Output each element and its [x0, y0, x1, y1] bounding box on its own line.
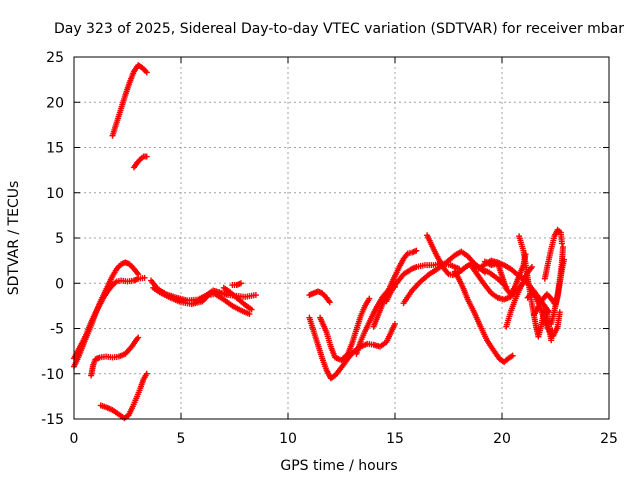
series-arc-12 — [306, 314, 398, 382]
data-point — [392, 320, 398, 327]
data-point — [556, 309, 563, 316]
series-arc-8 — [150, 284, 253, 318]
data-point — [143, 69, 150, 76]
data-marks — [71, 62, 568, 422]
data-point — [366, 295, 373, 302]
series-arc-28 — [548, 256, 568, 327]
series-arc-3 — [88, 334, 142, 379]
series-arc-13 — [317, 295, 373, 364]
data-point — [141, 274, 148, 281]
series-arc-22 — [481, 251, 529, 298]
x-tick-label: 10 — [279, 431, 297, 447]
data-point — [143, 153, 150, 160]
y-tick-label: 0 — [55, 276, 64, 292]
series-arc-6 — [130, 153, 150, 171]
x-tick-label: 20 — [493, 431, 511, 447]
y-tick-label: -5 — [50, 322, 64, 338]
series-arc-10 — [229, 280, 244, 289]
x-tick-label: 5 — [177, 431, 186, 447]
series-arc-15 — [370, 247, 420, 330]
data-point — [558, 240, 565, 247]
chart-title: Day 323 of 2025, Sidereal Day-to-day VTE… — [54, 21, 624, 37]
axis-ticks: 0 5 10 15 20 25 -15 -10 -5 0 5 10 15 20 25 — [41, 50, 618, 447]
data-point — [248, 306, 255, 313]
y-tick-label: 25 — [46, 50, 64, 66]
x-tick-label: 25 — [600, 431, 618, 447]
y-tick-label: 20 — [46, 95, 64, 111]
y-tick-label: 5 — [55, 231, 64, 247]
data-point — [135, 334, 142, 341]
data-point — [343, 352, 350, 359]
data-point — [143, 370, 150, 377]
data-point — [204, 293, 211, 300]
x-axis-label: GPS time / hours — [280, 458, 397, 474]
x-tick-label: 0 — [70, 431, 79, 447]
series-arc-27 — [541, 226, 565, 282]
series-arc-9 — [220, 284, 255, 313]
data-point — [237, 280, 244, 287]
data-point — [252, 292, 259, 299]
series-arc-5 — [109, 62, 150, 139]
series-arc-11 — [306, 288, 333, 306]
data-point — [559, 244, 566, 251]
data-point — [246, 311, 253, 318]
y-tick-label: -10 — [41, 367, 64, 383]
series-arc-2 — [71, 274, 148, 362]
data-point — [509, 352, 516, 359]
y-tick-label: -15 — [41, 412, 64, 428]
y-axis-label: SDTVAR / TECUs — [6, 181, 22, 296]
series-arc-4 — [97, 370, 150, 422]
data-point — [413, 247, 420, 254]
y-tick-label: 10 — [46, 186, 64, 202]
data-point — [326, 299, 333, 306]
data-point — [561, 256, 568, 263]
series-arc-19 — [451, 268, 516, 365]
data-point — [528, 263, 535, 270]
series-arc-1 — [71, 259, 142, 370]
y-tick-label: 15 — [46, 141, 64, 157]
x-tick-label: 15 — [386, 431, 404, 447]
data-point — [481, 269, 488, 276]
